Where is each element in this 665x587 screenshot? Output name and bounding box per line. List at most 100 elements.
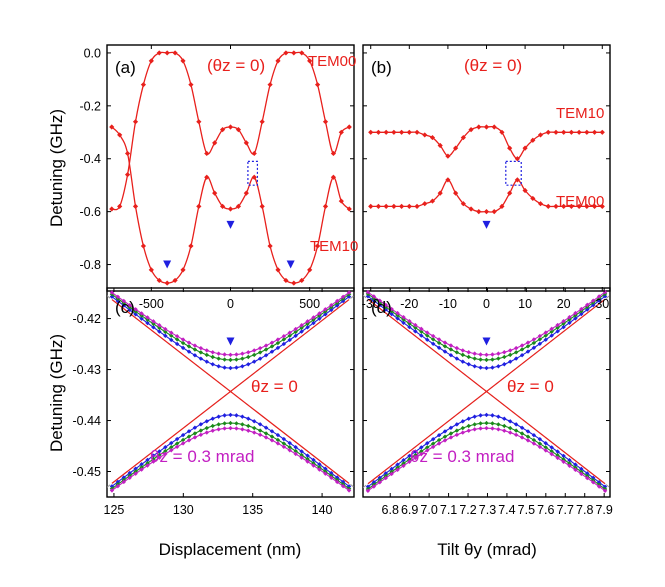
data-point [499,129,505,135]
data-point [216,351,221,356]
data-point [228,352,233,357]
x-tick-label: 0 [483,297,490,311]
data-point [519,347,525,352]
panel-c-theta-zero-label: θz = 0 [251,377,298,396]
panel-a-plot [109,50,352,286]
data-point [436,345,442,350]
data-point [109,206,115,212]
data-point [561,324,566,330]
y-tick-label: -0.8 [79,258,101,272]
data-point [204,348,209,353]
data-point [164,280,170,286]
data-point [567,463,572,468]
data-point [573,310,578,316]
data-point [204,419,209,424]
data-point [163,448,168,454]
data-point [240,414,245,419]
data-point [442,429,448,434]
data-point [579,306,584,312]
data-point [157,325,162,331]
data-point [283,50,289,56]
data-point [263,435,269,440]
x-tick-label: 7.2 [459,503,476,517]
data-point [317,462,322,467]
data-point [246,416,251,421]
panel-d-theta-03-label: θz = 0.3 mrad [410,447,514,466]
data-point [401,458,406,463]
data-point [291,50,297,56]
data-point [234,413,239,418]
data-point [584,203,590,209]
data-point [305,456,310,462]
data-point [133,312,138,317]
data-point [275,437,281,443]
data-point [222,421,227,426]
data-point [287,445,292,450]
data-point [406,203,412,209]
data-point [436,433,442,438]
data-point [246,423,251,429]
data-point [240,427,245,432]
data-point [252,430,257,435]
blue-triangle-marker [226,337,235,346]
data-point [375,129,382,135]
data-point [513,422,519,427]
data-point [596,294,602,299]
data-point [117,132,123,138]
data-point [478,413,483,418]
data-point [537,341,543,346]
data-point [478,365,483,370]
series-line [370,125,603,160]
data-point [210,416,215,421]
data-point [561,453,566,459]
data-point [522,145,528,151]
data-point [157,452,162,458]
crossing-line [111,299,350,484]
data-point [377,298,382,303]
data-point [573,313,578,318]
data-point [414,203,420,209]
data-point [174,333,180,339]
data-point [151,456,156,462]
data-point [573,465,578,470]
data-point [508,419,513,424]
data-point [228,365,233,371]
data-point [490,426,495,431]
data-point [472,351,477,356]
data-point [445,177,451,183]
data-point [287,333,292,338]
data-point [425,441,430,446]
data-point [513,350,519,355]
data-point [371,294,377,299]
panel-b-tem10-label: TEM10 [556,105,604,122]
data-point [281,444,287,449]
x-tick-label: 140 [312,503,333,517]
data-point [545,203,551,209]
data-point [555,453,560,458]
data-point [585,471,590,476]
data-point [169,337,174,343]
data-point [322,119,329,125]
data-point [323,307,328,312]
data-point [407,457,412,462]
x-tick-label: 7.3 [479,503,496,517]
data-point [401,463,406,468]
data-point [240,356,245,361]
data-point [502,416,507,421]
data-point [210,428,215,433]
data-point [139,316,144,321]
data-point [391,203,397,209]
data-point [484,365,489,371]
data-point [180,432,186,438]
data-point [460,348,465,353]
data-point [476,209,482,215]
x-tick-label: 7.1 [440,503,457,517]
data-point [257,345,263,351]
x-tick-label: 135 [242,503,263,517]
data-point [484,420,489,426]
data-point [180,337,186,342]
blue-triangle-marker [482,220,491,229]
data-point [389,306,394,312]
data-point [192,435,198,440]
data-point [507,145,513,151]
